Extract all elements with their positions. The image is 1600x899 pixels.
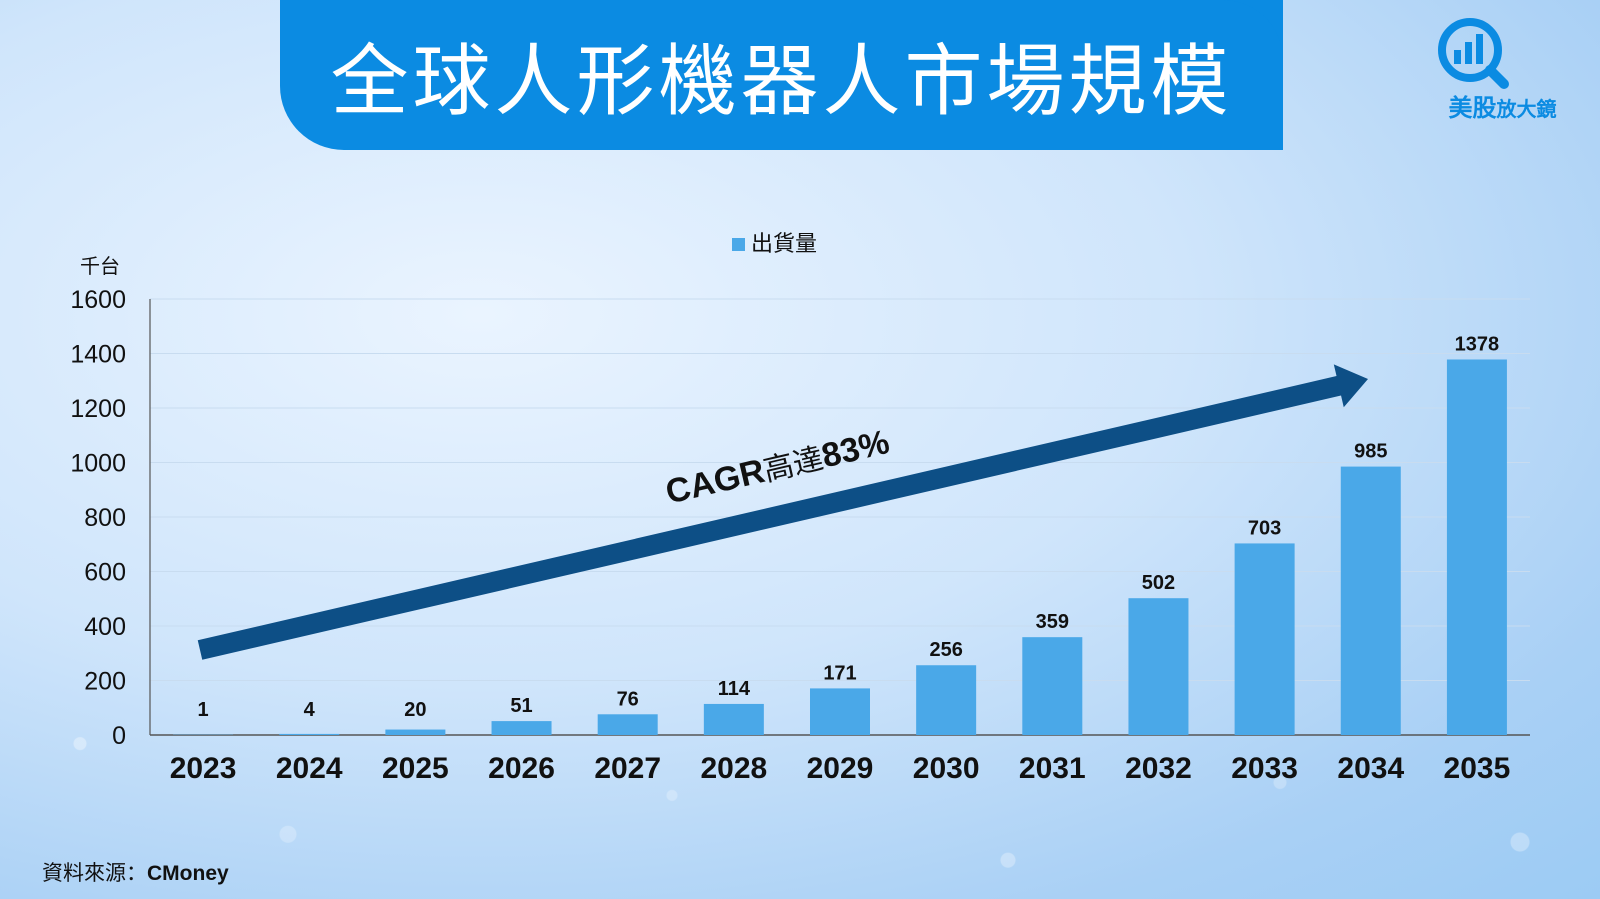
growth-arrow — [197, 364, 1368, 660]
y-tick-label: 200 — [84, 668, 126, 696]
x-tick-label: 2030 — [913, 752, 980, 785]
y-tick-label: 0 — [112, 722, 126, 750]
magnifier-chart-icon — [1438, 18, 1509, 89]
bar — [1234, 543, 1295, 735]
y-tick-label: 600 — [84, 559, 126, 587]
data-label: 76 — [617, 688, 639, 710]
data-label: 703 — [1248, 517, 1281, 539]
legend-label: 出貨量 — [751, 232, 817, 257]
x-tick-label: 2027 — [594, 752, 661, 785]
bar — [916, 665, 977, 735]
y-tick-label: 1400 — [70, 341, 126, 369]
data-label: 256 — [929, 639, 962, 661]
x-tick-label: 2033 — [1231, 752, 1298, 785]
data-label: 4 — [304, 699, 316, 721]
cagr-annotation-part: 高達 — [761, 442, 827, 488]
y-tick-label: 800 — [84, 504, 126, 532]
page-title: 全球人形機器人市場規模 — [330, 37, 1233, 127]
bar — [1340, 466, 1401, 735]
title-banner: 全球人形機器人市場規模 — [280, 0, 1283, 150]
x-tick-label: 2026 — [488, 752, 555, 785]
data-label: 20 — [404, 699, 426, 721]
y-tick-label: 1600 — [70, 286, 126, 314]
bar — [1128, 598, 1189, 735]
data-label: 114 — [718, 678, 751, 700]
data-label: 985 — [1354, 441, 1387, 463]
y-axis-label: 千台 — [80, 254, 120, 278]
logo-sub: 放大鏡 — [1496, 97, 1557, 121]
x-tick-label: 2029 — [807, 752, 874, 785]
bar — [703, 703, 764, 735]
data-label: 502 — [1142, 572, 1175, 594]
y-tick-label: 1200 — [70, 395, 126, 423]
x-tick-label: 2024 — [276, 752, 343, 785]
bar — [385, 729, 446, 735]
data-label: 359 — [1036, 611, 1069, 633]
bar — [1446, 359, 1507, 735]
x-tick-label: 2031 — [1019, 752, 1086, 785]
data-label: 1 — [198, 699, 209, 721]
source-label: 資料來源： — [42, 861, 147, 885]
x-tick-label: 2023 — [170, 752, 237, 785]
bar — [279, 733, 340, 735]
legend-swatch — [732, 238, 745, 251]
logo-main: 美股 — [1448, 94, 1497, 122]
cagr-annotation-part: CAGR — [662, 452, 768, 512]
bar — [597, 714, 658, 735]
logo-text: 美股放大鏡 — [1420, 88, 1585, 123]
bar — [1022, 637, 1083, 735]
x-tick-label: 2028 — [700, 752, 767, 785]
x-tick-label: 2034 — [1337, 752, 1404, 785]
x-tick-label: 2025 — [382, 752, 449, 785]
data-label: 51 — [510, 695, 532, 717]
y-tick-label: 1000 — [70, 450, 126, 478]
x-tick-label: 2035 — [1444, 752, 1511, 785]
x-tick-label: 2032 — [1125, 752, 1192, 785]
bar — [810, 688, 870, 735]
data-label: 171 — [823, 662, 856, 684]
data-label: 1378 — [1455, 333, 1500, 355]
cagr-annotation-part: 83% — [818, 423, 893, 475]
logo: 美股放大鏡 — [1420, 16, 1585, 126]
source-note: 資料來源：CMoney — [42, 857, 229, 887]
y-tick-label: 400 — [84, 613, 126, 641]
source-name: CMoney — [147, 862, 229, 885]
bar — [491, 721, 552, 735]
